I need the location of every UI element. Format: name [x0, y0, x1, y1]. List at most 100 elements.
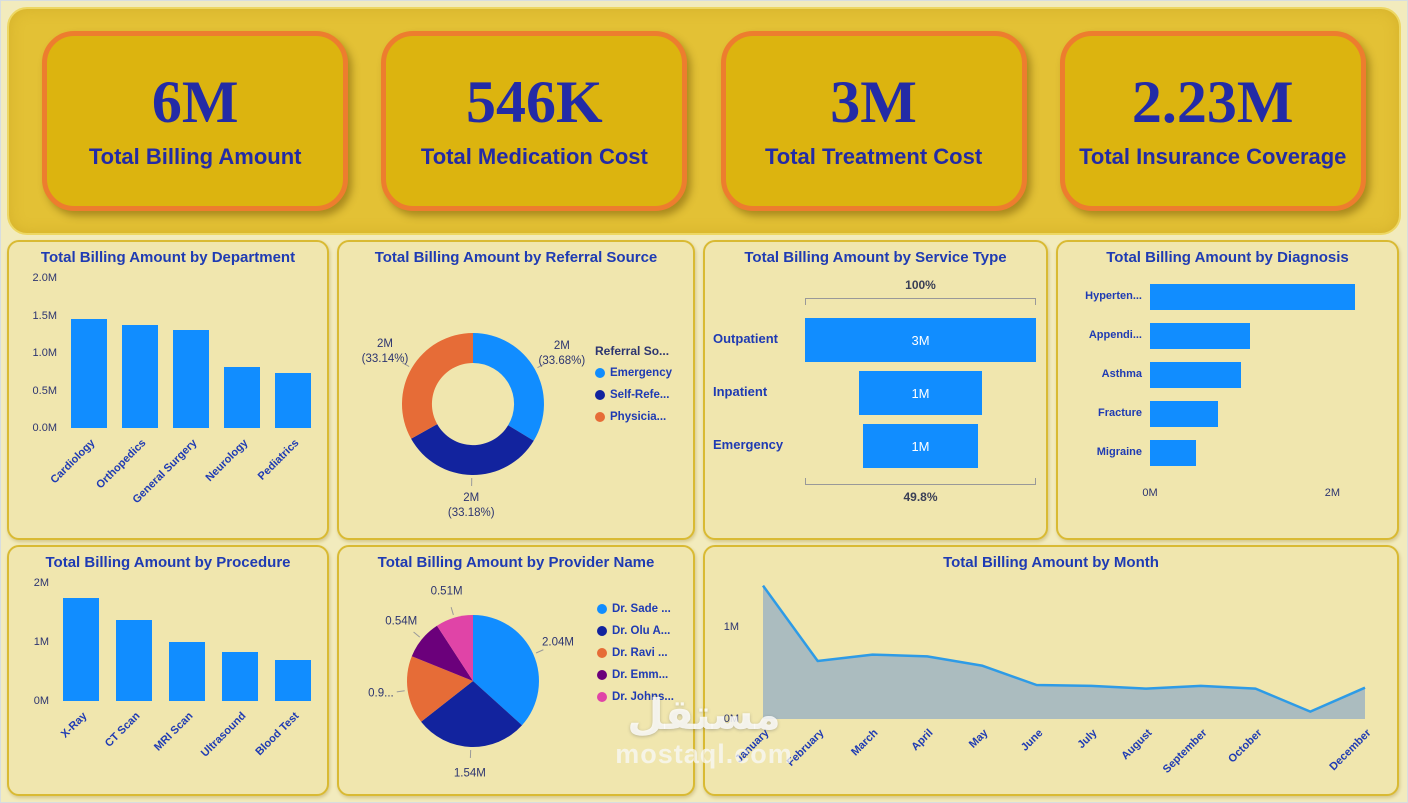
chart-title: Total Billing Amount by Diagnosis — [1106, 249, 1349, 266]
y-axis-tick-label: 1.5M — [32, 309, 57, 322]
legend-label: Dr. Johns... — [612, 691, 674, 703]
chart-title: Total Billing Amount by Procedure — [45, 554, 291, 571]
y-axis-tick-label: 1M — [723, 621, 739, 633]
kpi-value: 2.23M — [1131, 69, 1294, 135]
bar-ultrasound[interactable] — [221, 652, 258, 701]
chart-title: Total Billing Amount by Provider Name — [377, 554, 655, 571]
slice-value-label: 0.9... — [368, 687, 394, 700]
legend-swatch — [595, 412, 605, 422]
kpi-card-total-medication-cost: 546K Total Medication Cost — [381, 31, 688, 211]
bar-orthopedics[interactable] — [121, 325, 158, 428]
leader-line — [401, 362, 410, 368]
legend-item-self-refe[interactable]: Self-Refe... — [595, 389, 672, 401]
slice-dr-johns[interactable] — [437, 615, 473, 681]
legend-label: Emergency — [610, 367, 673, 379]
kpi-strip: 6M Total Billing Amount 546K Total Medic… — [7, 7, 1401, 235]
department-bar-chart: 0.0M 0.5M 1.0M 1.5M 2.0M Cardiology Orthopedic… — [17, 272, 319, 528]
slice-dr-emm[interactable] — [411, 625, 473, 681]
bar-migraine[interactable] — [1150, 440, 1196, 466]
slice-dr-ravi[interactable] — [406, 656, 473, 722]
area-line — [761, 584, 1366, 713]
legend-item-physicia[interactable]: Physicia... — [595, 411, 672, 423]
category-label: Fracture — [1097, 407, 1142, 419]
slice-data-label: 2M (33.68%) — [539, 339, 586, 369]
funnel-bar-inpatient[interactable]: 1M — [859, 371, 982, 415]
funnel-category-label: Inpatient — [713, 384, 768, 399]
funnel-bar-emergency[interactable]: 1M — [862, 424, 978, 468]
funnel-bar-outpatient[interactable]: 3M — [805, 318, 1036, 362]
panel-billing-by-service-type: Total Billing Amount by Service Type 100… — [703, 240, 1048, 540]
slice-data-label: 0.54M — [385, 614, 417, 629]
slice-value-label: 2M — [463, 492, 480, 505]
funnel-bottom-percent: 49.8% — [903, 490, 938, 504]
funnel-top-percent: 100% — [905, 278, 936, 292]
bar-cardiology[interactable] — [70, 319, 107, 428]
x-axis-tick-label: 0M — [1142, 487, 1158, 499]
x-axis-category-label: Pediatrics — [256, 437, 302, 483]
legend-swatch — [597, 648, 607, 658]
kpi-card-total-treatment-cost: 3M Total Treatment Cost — [720, 31, 1027, 211]
y-axis-tick-label: 2M — [33, 577, 49, 589]
legend-item-dr-emm[interactable]: Dr. Emm... — [597, 669, 674, 681]
slice-physicia[interactable] — [401, 333, 473, 439]
bar-hyperten[interactable] — [1150, 284, 1356, 310]
bar-fracture[interactable] — [1150, 401, 1219, 427]
panel-billing-by-department: Total Billing Amount by Department 0.0M 0… — [7, 240, 329, 540]
kpi-label: Total Treatment Cost — [764, 144, 983, 169]
bar-pediatrics[interactable] — [275, 373, 312, 428]
legend-item-dr-sade[interactable]: Dr. Sade ... — [597, 603, 674, 615]
slice-dr-olu-a[interactable] — [421, 681, 522, 748]
diagnosis-hbar-chart: Hyperten... Appendi... Asthma Fracture Migra… — [1066, 272, 1389, 528]
chart-title: Total Billing Amount by Month — [943, 554, 1159, 571]
bar-mri-scan[interactable] — [169, 642, 205, 701]
kpi-label: Total Medication Cost — [420, 144, 648, 169]
legend-swatch — [597, 626, 607, 636]
bar-appendi[interactable] — [1150, 323, 1251, 349]
chart-title: Total Billing Amount by Service Type — [744, 249, 1007, 266]
funnel-category-label: Emergency — [713, 437, 784, 452]
panel-billing-by-diagnosis: Total Billing Amount by Diagnosis Hypert… — [1056, 240, 1399, 540]
procedure-bar-chart: 0M 1M 2M X-Ray CT Scan MRI Scan Ultrasound Bloo… — [17, 577, 319, 783]
slice-self-refe[interactable] — [411, 424, 534, 475]
legend: Dr. Sade ... Dr. Olu A... Dr. Ravi ... Dr. … — [597, 603, 674, 713]
bar-x-ray[interactable] — [63, 597, 100, 701]
legend-item-emergency[interactable]: Emergency — [595, 367, 672, 379]
slice-value-label: 2.04M — [542, 636, 574, 649]
legend-swatch — [597, 692, 607, 702]
slice-emergency[interactable] — [473, 333, 544, 441]
panel-billing-by-month: Total Billing Amount by Month 0M 1M Januar… — [703, 545, 1399, 796]
x-axis-category-label: Neurology — [203, 437, 251, 484]
charts-row-2: Total Billing Amount by Procedure 0M 1M 2M… — [7, 545, 1401, 796]
bar-general-surgery[interactable] — [173, 329, 209, 428]
legend-item-dr-johns[interactable]: Dr. Johns... — [597, 691, 674, 703]
bar-ct-scan[interactable] — [116, 619, 153, 701]
legend-swatch — [595, 368, 605, 378]
category-label: Migraine — [1096, 446, 1142, 458]
provider-svg — [396, 607, 544, 758]
funnel-top-connector — [805, 298, 1036, 305]
funnel-category-label: Outpatient — [713, 331, 778, 346]
bar-neurology[interactable] — [224, 366, 261, 428]
y-axis-tick-label: 0.5M — [32, 384, 57, 397]
kpi-label: Total Insurance Coverage — [1079, 144, 1347, 169]
legend-item-dr-ravi[interactable]: Dr. Ravi ... — [597, 647, 674, 659]
bar-blood-test[interactable] — [274, 659, 311, 701]
panel-billing-by-procedure: Total Billing Amount by Procedure 0M 1M 2M… — [7, 545, 329, 796]
leader-line — [535, 649, 544, 654]
area-fill — [763, 585, 1365, 719]
legend-item-dr-olu-a[interactable]: Dr. Olu A... — [597, 625, 674, 637]
kpi-value: 546K — [466, 69, 603, 135]
slice-dr-sade[interactable] — [473, 615, 539, 726]
kpi-card-total-insurance-coverage: 2.23M Total Insurance Coverage — [1059, 31, 1366, 211]
area-plot — [747, 581, 1381, 719]
charts-row-1: Total Billing Amount by Department 0.0M 0… — [7, 240, 1401, 540]
legend-swatch — [597, 604, 607, 614]
month-area-svg[interactable] — [747, 581, 1381, 719]
bar-asthma[interactable] — [1150, 362, 1242, 388]
slice-data-label: 2M (33.14%) — [362, 338, 409, 368]
kpi-value: 6M — [151, 69, 239, 135]
chart-title: Total Billing Amount by Department — [40, 249, 296, 266]
y-axis-tick-label: 0.0M — [32, 422, 57, 434]
category-label: Asthma — [1101, 368, 1142, 380]
